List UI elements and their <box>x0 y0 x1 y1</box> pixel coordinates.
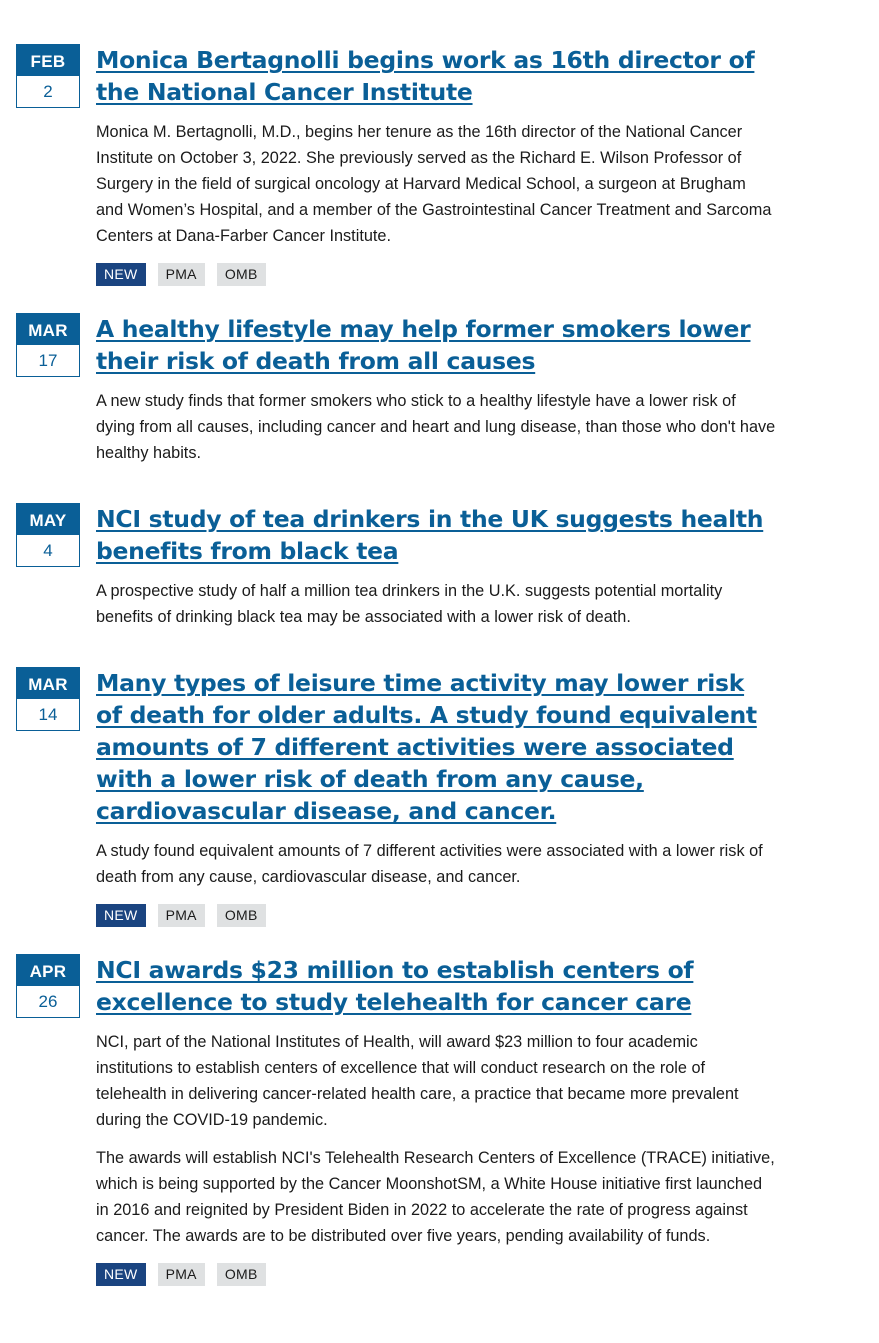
news-title-link[interactable]: A healthy lifestyle may help former smok… <box>96 315 751 375</box>
news-summary: Monica M. Bertagnolli, M.D., begins her … <box>96 123 772 245</box>
news-feed: FEB 2 Monica Bertagnolli begins work as … <box>16 44 776 1286</box>
date-badge: MAR 17 <box>16 313 80 377</box>
date-day: 17 <box>17 345 79 376</box>
date-month: FEB <box>17 45 79 76</box>
date-day: 4 <box>17 535 79 566</box>
news-summary: NCI, part of the National Institutes of … <box>96 1033 739 1129</box>
tag-omb[interactable]: OMB <box>216 904 266 927</box>
tag-list: NEW PMA OMB <box>96 904 776 927</box>
news-item: MAY 4 NCI study of tea drinkers in the U… <box>16 503 776 667</box>
news-item: MAR 17 A healthy lifestyle may help form… <box>16 313 776 503</box>
date-badge: MAR 14 <box>16 667 80 731</box>
news-summary-continued: The awards will establish NCI's Teleheal… <box>96 1149 775 1245</box>
tag-pma[interactable]: PMA <box>157 904 205 927</box>
tag-omb[interactable]: OMB <box>216 1263 266 1286</box>
news-item: APR 26 NCI awards $23 million to establi… <box>16 954 776 1286</box>
date-day: 26 <box>17 986 79 1017</box>
tag-new[interactable]: NEW <box>96 263 146 286</box>
date-month: APR <box>17 955 79 986</box>
date-month: MAR <box>17 314 79 345</box>
tag-list: NEW PMA OMB <box>96 263 776 286</box>
date-day: 14 <box>17 699 79 730</box>
date-badge: FEB 2 <box>16 44 80 108</box>
news-title-link[interactable]: NCI awards $23 million to establish cent… <box>96 956 694 1016</box>
news-item: FEB 2 Monica Bertagnolli begins work as … <box>16 44 776 313</box>
date-badge: APR 26 <box>16 954 80 1018</box>
tag-pma[interactable]: PMA <box>157 263 205 286</box>
news-summary: A prospective study of half a million te… <box>96 582 723 626</box>
date-month: MAY <box>17 504 79 535</box>
date-month: MAR <box>17 668 79 699</box>
news-title-link[interactable]: NCI study of tea drinkers in the UK sugg… <box>96 505 764 565</box>
tag-new[interactable]: NEW <box>96 1263 146 1286</box>
date-badge: MAY 4 <box>16 503 80 567</box>
news-summary: A study found equivalent amounts of 7 di… <box>96 842 763 886</box>
tag-list: NEW PMA OMB <box>96 1263 776 1286</box>
tag-omb[interactable]: OMB <box>216 263 266 286</box>
tag-pma[interactable]: PMA <box>157 1263 205 1286</box>
news-title-link[interactable]: Many types of leisure time activity may … <box>96 669 757 825</box>
tag-new[interactable]: NEW <box>96 904 146 927</box>
news-item: MAR 14 Many types of leisure time activi… <box>16 667 776 954</box>
news-summary: A new study finds that former smokers wh… <box>96 392 776 462</box>
news-title-link[interactable]: Monica Bertagnolli begins work as 16th d… <box>96 46 755 106</box>
date-day: 2 <box>17 76 79 107</box>
